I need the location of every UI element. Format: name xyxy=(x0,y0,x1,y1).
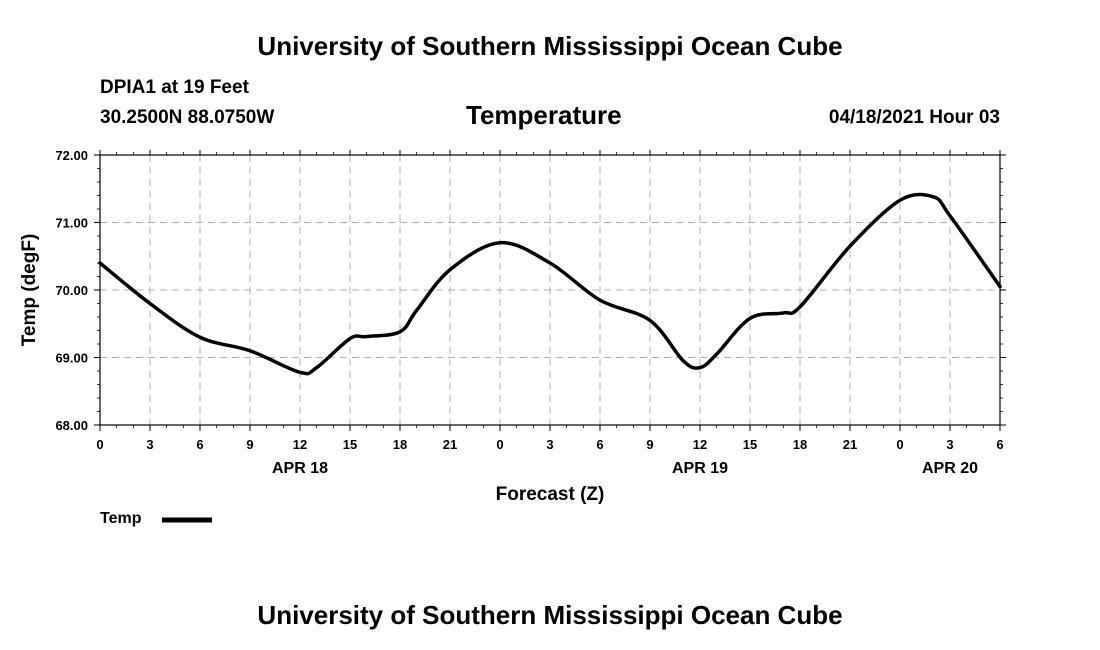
x-tick-label: 3 xyxy=(946,437,953,452)
x-tick-label: 0 xyxy=(496,437,503,452)
x-tick-label: 18 xyxy=(793,437,807,452)
x-day-label: APR 19 xyxy=(672,460,728,477)
bottom-title: University of Southern Mississippi Ocean… xyxy=(257,600,843,630)
x-tick-label: 0 xyxy=(96,437,103,452)
x-tick-label: 9 xyxy=(246,437,253,452)
y-tick-label: 68.00 xyxy=(55,418,88,433)
axis-labels: 0 3 6 9 12 15 18 21 0 3 6 9 12 15 18 21 0 3 6 68.00 69.00 70.… xyxy=(55,148,1003,477)
x-day-label: APR 20 xyxy=(922,460,978,477)
x-tick-label: 12 xyxy=(693,437,707,452)
y-tick-label: 70.00 xyxy=(55,283,88,298)
y-tick-label: 69.00 xyxy=(55,351,88,366)
y-axis-title: Temp (degF) xyxy=(19,234,40,347)
station-label: DPIA1 at 19 Feet xyxy=(100,77,249,98)
x-tick-label: 18 xyxy=(393,437,407,452)
temp-series-line xyxy=(98,192,1002,376)
chart-title: Temperature xyxy=(466,100,622,130)
x-tick-label: 21 xyxy=(443,437,457,452)
station-coordinates: 30.2500N 88.0750W xyxy=(100,107,275,128)
x-day-label: APR 18 xyxy=(272,460,328,477)
grid-lines xyxy=(100,155,1000,425)
x-tick-label: 6 xyxy=(596,437,603,452)
x-tick-label: 6 xyxy=(196,437,203,452)
axis-ticks xyxy=(94,150,1006,431)
x-tick-label: 12 xyxy=(293,437,307,452)
x-tick-label: 21 xyxy=(843,437,857,452)
top-title: University of Southern Mississippi Ocean… xyxy=(257,31,843,61)
forecast-datetime: 04/18/2021 Hour 03 xyxy=(828,107,1000,128)
y-tick-label: 72.00 xyxy=(55,148,88,163)
y-tick-label: 71.00 xyxy=(55,216,88,231)
x-tick-label: 15 xyxy=(743,437,757,452)
x-axis-title: Forecast (Z) xyxy=(496,484,605,505)
x-tick-label: 3 xyxy=(546,437,553,452)
x-tick-label: 9 xyxy=(646,437,653,452)
x-tick-label: 6 xyxy=(996,437,1003,452)
legend-label: Temp xyxy=(100,510,142,527)
x-tick-label: 3 xyxy=(146,437,153,452)
x-tick-label: 15 xyxy=(343,437,357,452)
x-tick-label: 0 xyxy=(896,437,903,452)
